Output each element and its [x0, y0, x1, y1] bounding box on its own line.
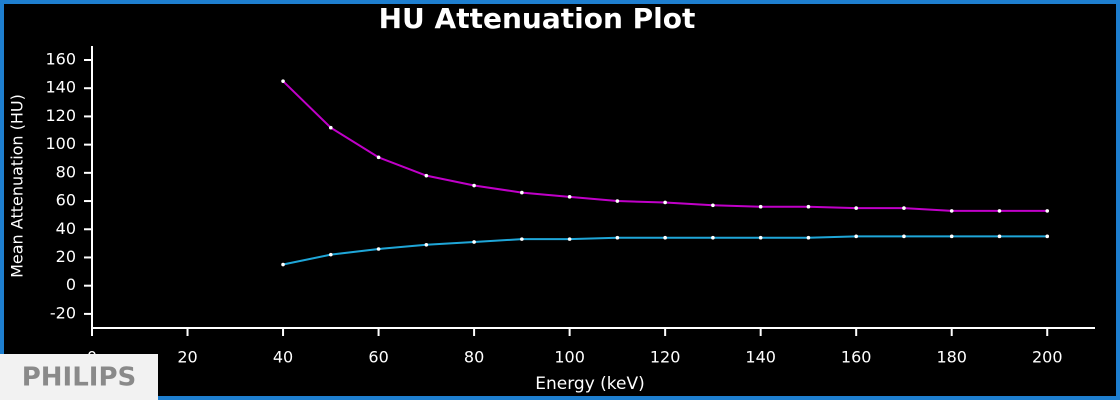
data-point — [281, 262, 285, 267]
y-tick-label: 0 — [66, 275, 76, 294]
x-tick-label: 140 — [745, 348, 776, 367]
y-axis-label: Mean Attenuation (HU) — [8, 94, 27, 278]
data-point — [711, 235, 715, 240]
x-tick-label: 200 — [1032, 348, 1063, 367]
y-tick-label: 40 — [56, 219, 76, 238]
x-tick-label: 80 — [464, 348, 484, 367]
y-tick-label: 100 — [45, 134, 76, 153]
data-point — [806, 204, 811, 209]
data-point — [329, 252, 333, 257]
data-point — [711, 203, 715, 208]
y-tick-label: -20 — [50, 303, 76, 322]
x-tick-label: 40 — [273, 348, 293, 367]
x-tick-label: 120 — [650, 348, 681, 367]
data-point — [949, 209, 954, 213]
x-tick-label: 160 — [841, 348, 872, 367]
data-point — [902, 206, 906, 210]
y-tick-label: 160 — [45, 50, 76, 69]
data-point — [376, 155, 381, 160]
data-point — [520, 237, 524, 241]
watermark: PHILIPS — [22, 363, 137, 393]
data-point — [615, 199, 620, 203]
y-tick-label: 140 — [45, 78, 76, 97]
data-point — [615, 235, 620, 240]
x-tick-label: 180 — [936, 348, 967, 367]
data-point — [424, 242, 429, 247]
data-point — [424, 173, 429, 178]
x-tick-label: 100 — [554, 348, 585, 367]
data-point — [758, 235, 763, 240]
data-point — [854, 206, 858, 210]
data-point — [997, 234, 1002, 239]
data-point — [1045, 209, 1050, 213]
data-point — [329, 125, 333, 130]
x-tick-label: 60 — [368, 348, 388, 367]
x-tick-label: 20 — [177, 348, 197, 367]
data-point — [281, 79, 285, 83]
data-point — [997, 209, 1002, 213]
data-point — [376, 247, 381, 251]
y-tick-label: 20 — [56, 247, 76, 266]
data-point — [854, 234, 858, 239]
data-point — [949, 234, 954, 239]
data-point — [472, 183, 476, 188]
data-point — [806, 235, 811, 240]
y-tick-label: 120 — [45, 106, 76, 125]
data-point — [902, 234, 906, 239]
data-point — [663, 235, 667, 240]
data-point — [567, 237, 572, 241]
chart-title: HU Attenuation Plot — [379, 2, 696, 35]
data-point — [758, 204, 763, 209]
y-tick-label: 80 — [56, 162, 76, 181]
x-axis-label: Energy (keV) — [535, 374, 645, 394]
data-point — [567, 195, 572, 199]
data-point — [663, 200, 667, 205]
data-point — [1045, 234, 1050, 239]
y-tick-label: 60 — [56, 191, 76, 210]
watermark-box — [0, 354, 158, 400]
data-point — [472, 240, 476, 244]
data-point — [520, 190, 524, 195]
